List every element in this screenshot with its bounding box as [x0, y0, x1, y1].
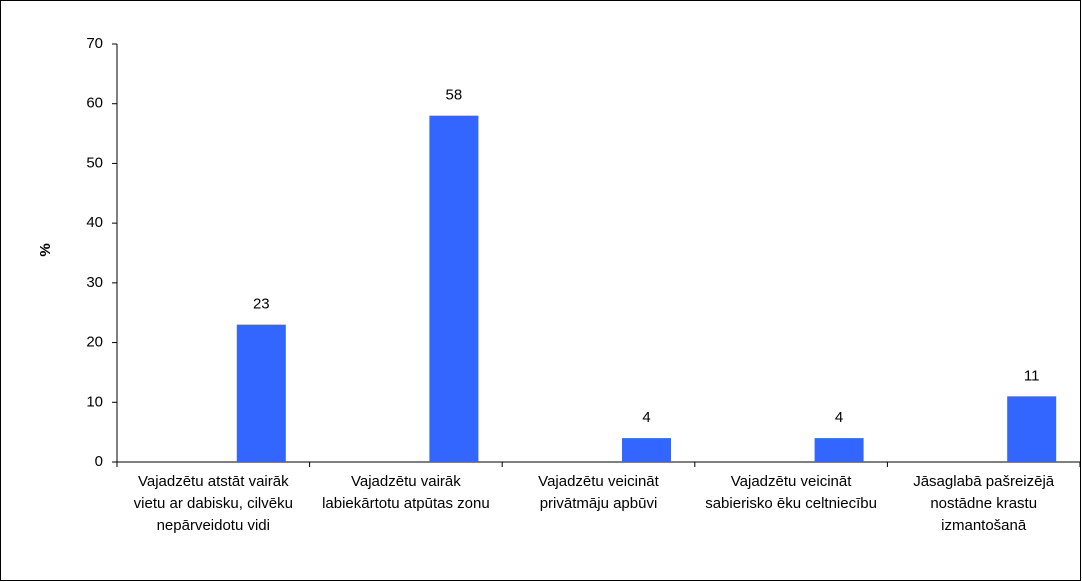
bar: [814, 438, 864, 462]
y-tick-label: 30: [86, 274, 103, 291]
y-tick-label: 60: [86, 95, 103, 112]
value-label: 11: [1024, 367, 1040, 384]
y-tick-label: 50: [86, 154, 103, 171]
bar: [429, 115, 479, 463]
x-tick-label: Vajadzētu vairāk labiekārtotu atpūtas zo…: [322, 473, 490, 512]
value-label: 4: [835, 409, 843, 426]
y-axis-label: %: [37, 243, 54, 256]
y-tick-label: 40: [86, 214, 103, 231]
x-tick-label: Vajadzētu atstāt vairāk vietu ar dabisku…: [133, 473, 293, 534]
y-tick-label: 0: [95, 453, 103, 470]
y-tick-label: 70: [86, 35, 103, 52]
x-tick-label: Vajadzētu veicināt sabierisko ēku celtni…: [705, 473, 877, 512]
bar: [236, 324, 286, 462]
x-tick-label: Jāsaglabā pašreizējā nostādne krastu izm…: [913, 473, 1055, 534]
bar: [1007, 396, 1057, 462]
value-label: 4: [642, 409, 650, 426]
y-tick-label: 20: [86, 334, 103, 351]
y-tick-label: 10: [86, 393, 103, 410]
x-tick-label: Vajadzētu veicināt privātmāju apbūvi: [538, 473, 659, 512]
value-label: 58: [446, 87, 463, 104]
bar: [622, 438, 671, 462]
value-label: 23: [253, 296, 270, 313]
